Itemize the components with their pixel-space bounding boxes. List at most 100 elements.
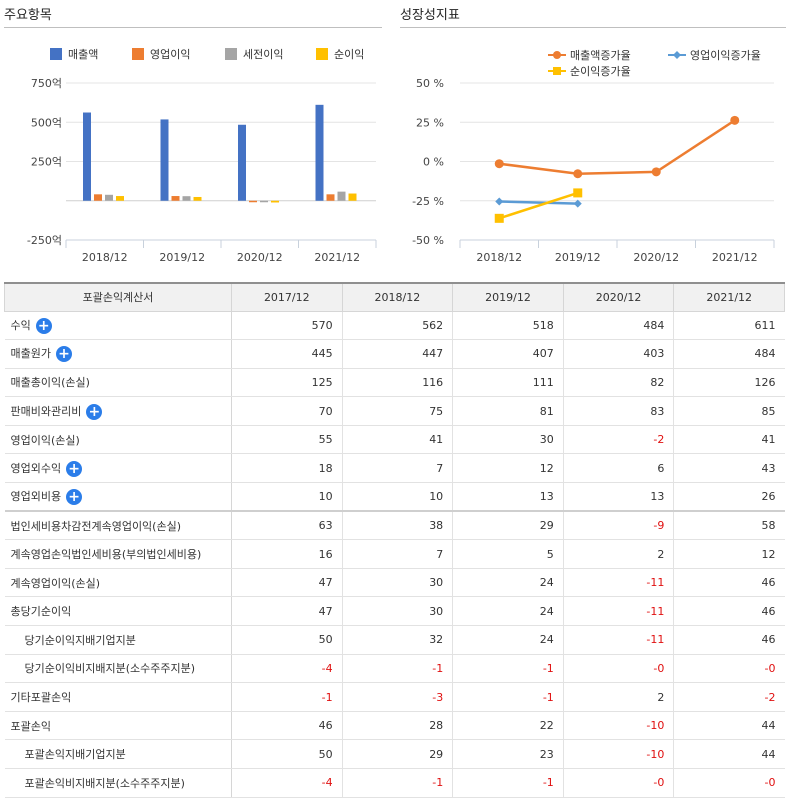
table-cell: 44 [673,711,785,741]
row-label: 법인세비용차감전계속영업이익(손실) [10,519,182,533]
x-tick-label: 2020/12 [633,251,679,264]
y-tick-label: 25 % [416,116,444,129]
y-tick-label: 500억 [31,116,62,129]
row-label: 포괄손익지배기업지분 [24,748,126,762]
legend-swatch [316,48,328,60]
table-cell: 518 [452,311,564,341]
row-label-cell: 매출총이익(손실) [4,368,232,398]
row-label: 당기순이익비지배지분(소수주주지분) [24,662,196,676]
expand-plus-icon[interactable]: + [86,403,103,420]
bar-1-1 [171,196,180,201]
key-items-bar-chart: -250억 250억 500억 750억 2018/12 2019/12 2020/12 20… [27,77,377,264]
bar-1-2 [249,200,257,203]
bar-0-0 [83,112,91,201]
table-cell: -1 [231,682,343,712]
series-line-2 [498,191,579,220]
bar-3-1 [193,196,202,201]
table-cell: -1 [452,654,564,684]
table-cell: -11 [562,625,674,655]
table-row: 수익 +570 562 518 484 611 [4,311,785,341]
bar-2-1 [182,196,191,201]
row-label-cell: 계속영업손익법인세비용(부의법인세비용) [4,539,232,569]
header-label: 포괄손익계산서 [4,282,232,312]
legend-swatch [225,48,237,60]
table-cell: 75 [341,396,453,426]
row-label: 당기순이익지배기업지분 [24,633,136,647]
legend-swatch [132,48,144,60]
row-label: 계속영업이익(손실) [10,576,101,590]
table-cell: -1 [452,768,564,798]
legend-item-net-income[interactable]: 순이익 [316,46,364,62]
table-cell: 484 [562,311,674,341]
legend-swatch [50,48,62,60]
header-col-2020: 2020/12 [562,282,675,312]
point-0-1 [573,169,583,179]
legend-item-operating-profit[interactable]: 영업이익 [132,46,190,62]
table-cell: -11 [562,568,674,598]
table-cell: 82 [562,368,674,398]
row-label: 수익 [10,318,31,332]
table-cell: 403 [562,339,674,369]
legend-item-operating-profit-growth[interactable]: 영업이익증가율 [668,47,761,63]
table-cell: 81 [452,396,564,426]
row-label: 계속영업손익법인세비용(부의법인세비용) [10,548,202,562]
table-cell: 6 [562,453,674,484]
growth-indicators-rule [400,27,786,28]
point-0-2 [651,167,661,177]
table-cell: 562 [341,311,453,341]
table-cell: 47 [231,568,343,598]
table-cell: 2 [562,682,674,712]
table-cell: -2 [673,682,785,712]
y-tick-label: -250억 [27,234,62,247]
legend-item-pretax-income[interactable]: 세전이익 [225,46,283,62]
legend-label: 영업이익증가율 [690,49,761,62]
bar-0-2 [238,124,246,201]
legend-label: 순이익증가율 [570,65,631,78]
header-col-2021: 2021/12 [673,282,785,312]
expand-plus-icon[interactable]: + [55,346,72,363]
table-cell: 24 [452,625,564,655]
table-cell: 10 [231,482,343,512]
row-label: 영업이익(손실) [10,433,80,447]
row-label-cell: 포괄손익비지배지분(소수주주지분) [4,768,232,798]
x-tick-label: 2018/12 [82,251,128,264]
row-label-cell: 영업외수익 + [4,453,232,484]
row-label: 포괄손익 [10,719,51,733]
expand-plus-icon[interactable]: + [66,489,83,506]
row-label-cell: 포괄손익지배기업지분 [4,739,232,769]
table-cell: 41 [673,425,785,455]
legend-item-revenue[interactable]: 매출액 [50,46,98,62]
table-cell: 7 [341,453,453,484]
legend-item-net-income-growth[interactable]: 순이익증가율 [548,63,631,79]
table-cell: 5 [452,539,564,569]
row-label-cell: 법인세비용차감전계속영업이익(손실) [4,510,232,541]
row-label-cell: 기타포괄손익 [4,682,232,712]
table-cell: 46 [673,568,785,598]
table-row: 영업외비용 +10 10 13 13 26 [4,482,785,512]
table-cell: -0 [562,768,674,798]
table-cell: -9 [562,510,674,541]
table-row: 매출원가 +445 447 407 403 484 [4,339,785,369]
table-cell: 484 [673,339,785,369]
table-cell: 63 [231,510,343,541]
table-cell: 10 [341,482,453,512]
y-tick-label: 0 % [423,156,444,169]
row-label-cell: 당기순이익비지배지분(소수주주지분) [4,654,232,684]
bar-2-3 [337,191,346,201]
table-row: 영업외수익 +18 7 12 6 43 [4,453,785,484]
table-cell: 28 [341,711,453,741]
table-cell: 407 [452,339,564,369]
x-tick-label: 2020/12 [237,251,283,264]
expand-plus-icon[interactable]: + [35,317,52,334]
table-cell: 12 [452,453,564,484]
table-cell: 46 [673,625,785,655]
header-col-2018: 2018/12 [341,282,454,312]
table-cell: 30 [341,596,453,627]
expand-plus-icon[interactable]: + [66,460,83,477]
table-cell: 26 [673,482,785,512]
point-0-0 [494,159,504,169]
table-cell: 24 [452,568,564,598]
legend-item-revenue-growth[interactable]: 매출액증가율 [548,47,631,63]
table-cell: 2 [562,539,674,569]
x-tick-label: 2019/12 [555,251,601,264]
